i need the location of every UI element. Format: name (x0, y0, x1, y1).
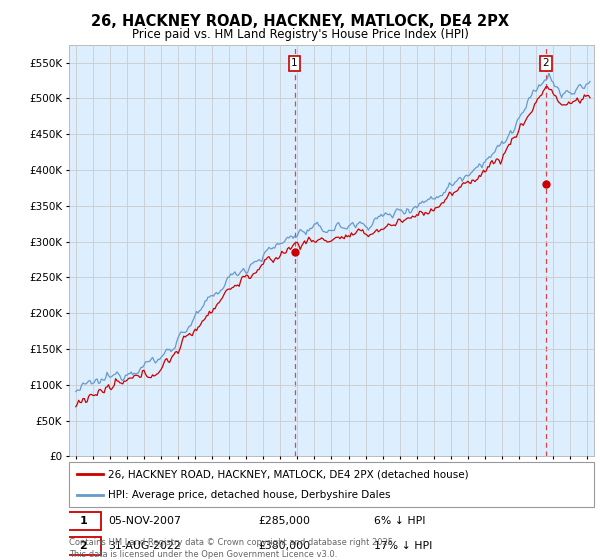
Text: 05-NOV-2007: 05-NOV-2007 (109, 516, 181, 526)
Text: 31-AUG-2022: 31-AUG-2022 (109, 541, 181, 551)
Text: 26, HACKNEY ROAD, HACKNEY, MATLOCK, DE4 2PX (detached house): 26, HACKNEY ROAD, HACKNEY, MATLOCK, DE4 … (109, 469, 469, 479)
FancyBboxPatch shape (69, 462, 594, 507)
Text: 17% ↓ HPI: 17% ↓ HPI (373, 541, 432, 551)
Text: 1: 1 (291, 58, 298, 68)
Text: 2: 2 (80, 541, 88, 551)
Text: Price paid vs. HM Land Registry's House Price Index (HPI): Price paid vs. HM Land Registry's House … (131, 28, 469, 41)
Text: 2: 2 (542, 58, 549, 68)
Text: Contains HM Land Registry data © Crown copyright and database right 2025.
This d: Contains HM Land Registry data © Crown c… (69, 538, 395, 559)
FancyBboxPatch shape (67, 536, 101, 555)
Text: £380,000: £380,000 (258, 541, 310, 551)
Text: 6% ↓ HPI: 6% ↓ HPI (373, 516, 425, 526)
FancyBboxPatch shape (67, 512, 101, 530)
Text: 26, HACKNEY ROAD, HACKNEY, MATLOCK, DE4 2PX: 26, HACKNEY ROAD, HACKNEY, MATLOCK, DE4 … (91, 14, 509, 29)
Text: HPI: Average price, detached house, Derbyshire Dales: HPI: Average price, detached house, Derb… (109, 489, 391, 500)
Text: £285,000: £285,000 (258, 516, 310, 526)
Text: 1: 1 (80, 516, 88, 526)
